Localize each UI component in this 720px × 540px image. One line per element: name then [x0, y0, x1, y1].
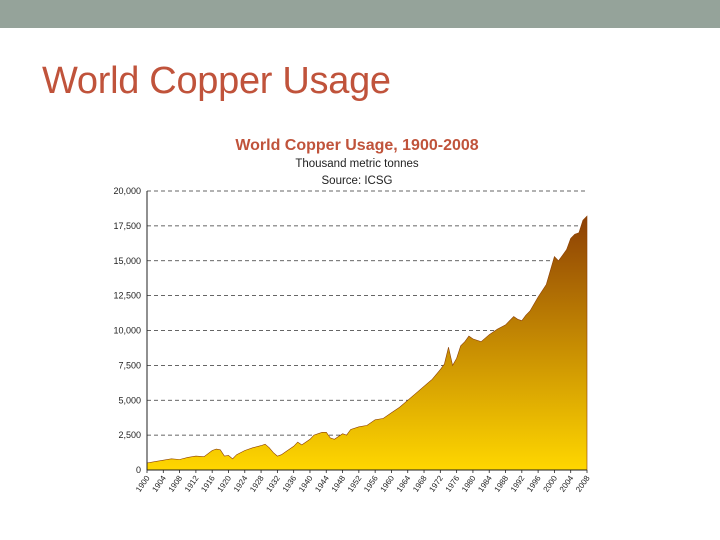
x-tick-label: 2000	[541, 474, 559, 494]
x-tick-label: 1912	[183, 474, 201, 494]
area-layer	[146, 215, 588, 471]
y-tick-label: 12,500	[113, 291, 141, 301]
chart-source: Source: ICSG	[322, 175, 393, 187]
x-tick-label: 1920	[216, 474, 234, 494]
x-tick-label: 1980	[460, 474, 478, 494]
x-tick-label: 1932	[264, 474, 282, 494]
x-tick-label: 1908	[167, 474, 185, 494]
y-tick-label: 2,500	[118, 430, 141, 440]
x-tick-label: 1964	[395, 474, 413, 494]
slide-title: World Copper Usage	[42, 60, 391, 102]
x-tick-label: 1900	[134, 474, 152, 494]
x-tick-label: 1988	[493, 474, 511, 494]
x-tick-label: 1972	[427, 474, 445, 494]
x-tick-label: 1924	[232, 474, 250, 494]
y-tick-label: 17,500	[113, 221, 141, 231]
x-tick-label: 1956	[362, 474, 380, 494]
x-tick-label: 1952	[346, 474, 364, 494]
x-tick-label: 1960	[379, 474, 397, 494]
y-tick-label: 15,000	[113, 256, 141, 266]
x-tick-label: 1948	[330, 474, 348, 494]
x-tick-label: 1904	[150, 474, 168, 494]
x-tick-label: 1992	[509, 474, 527, 494]
y-tick-label: 0	[136, 465, 141, 475]
y-tick-label: 20,000	[113, 186, 141, 196]
x-tick-label: 1984	[476, 474, 494, 494]
top-band	[0, 0, 720, 28]
x-tick-label: 2004	[558, 474, 576, 494]
x-tick-label: 1940	[297, 474, 315, 494]
y-tick-label: 10,000	[113, 326, 141, 336]
chart-subtitle: Thousand metric tonnes	[295, 158, 419, 170]
y-tick-label: 7,500	[118, 360, 141, 370]
chart-title: World Copper Usage, 1900-2008	[235, 137, 478, 154]
x-tick-labels: 1900190419081912191619201924192819321936…	[134, 474, 592, 494]
y-tick-label: 5,000	[118, 395, 141, 405]
x-tick-label: 1916	[199, 474, 217, 494]
x-tick-label: 1976	[444, 474, 462, 494]
y-tick-labels: 0 2,500 5,000 7,500 10,000 12,500 15,000 17,500…	[113, 186, 141, 475]
x-tick-label: 1996	[525, 474, 543, 494]
x-tick-label: 1968	[411, 474, 429, 494]
x-tick-label: 1928	[248, 474, 266, 494]
usage-area	[146, 215, 588, 471]
axes	[146, 191, 588, 473]
x-tick-label: 2008	[574, 474, 592, 494]
x-tick-label: 1936	[281, 474, 299, 494]
x-tick-label: 1944	[313, 474, 331, 494]
